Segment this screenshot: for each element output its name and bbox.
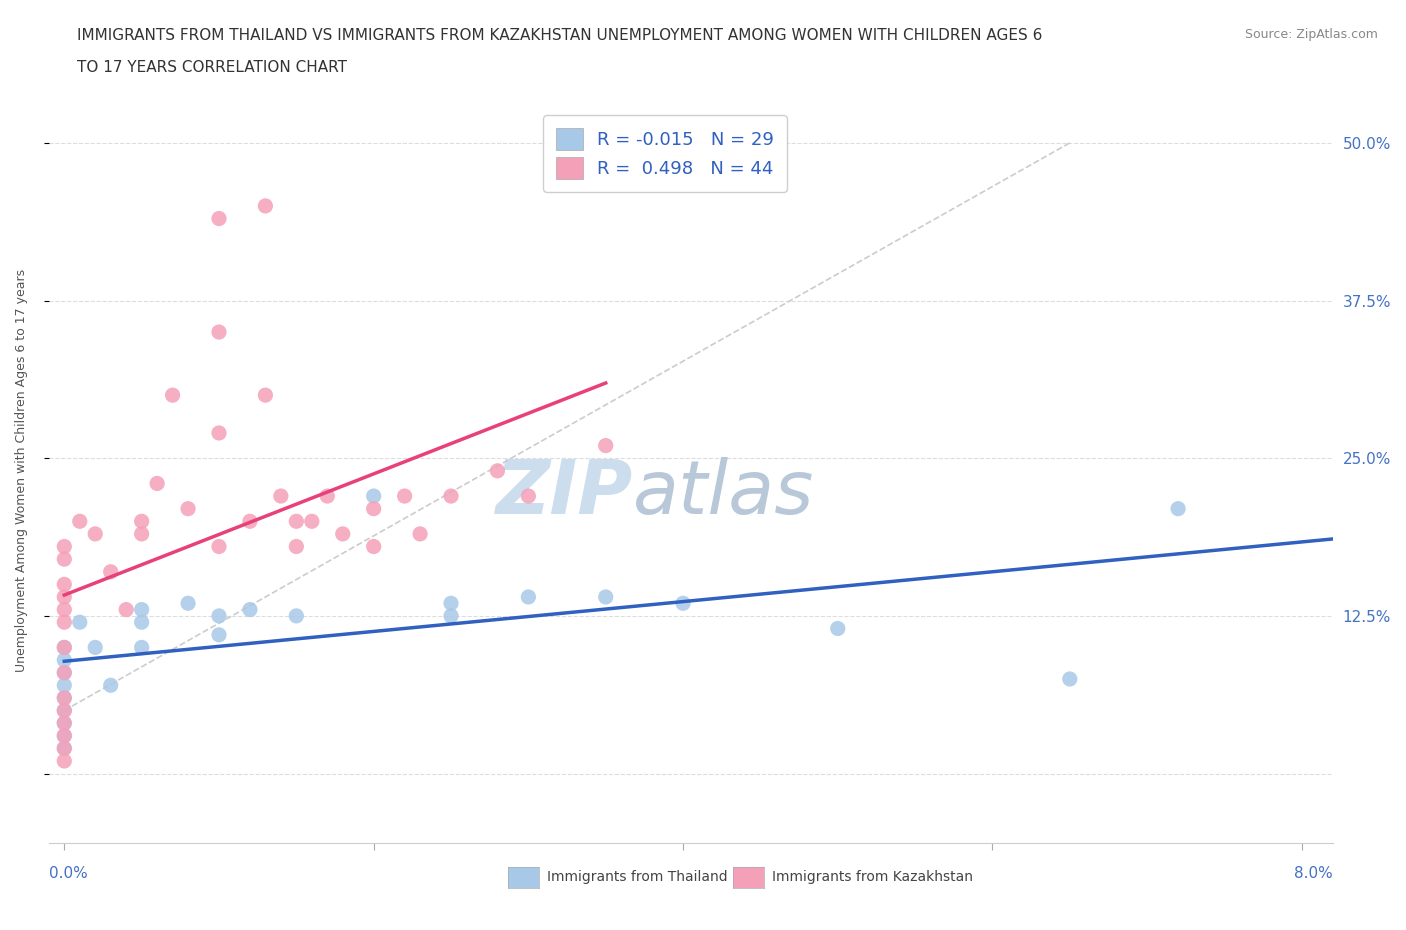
Point [440, 488, 463, 503]
Point [208, 608, 231, 623]
Point [332, 526, 354, 541]
Point [115, 602, 138, 617]
Point [131, 514, 153, 529]
Point [394, 488, 416, 503]
Point [316, 488, 339, 503]
Point [131, 526, 153, 541]
Point [53, 741, 76, 756]
Point [53, 539, 76, 554]
Point [100, 565, 122, 579]
Point [440, 608, 463, 623]
Point [84, 640, 107, 655]
Point [53, 590, 76, 604]
Text: IMMIGRANTS FROM THAILAND VS IMMIGRANTS FROM KAZAKHSTAN UNEMPLOYMENT AMONG WOMEN : IMMIGRANTS FROM THAILAND VS IMMIGRANTS F… [77, 28, 1043, 43]
Text: 8.0%: 8.0% [1294, 866, 1333, 882]
Point [131, 602, 153, 617]
Point [595, 438, 617, 453]
Point [285, 608, 308, 623]
Point [672, 596, 695, 611]
Point [53, 602, 76, 617]
Text: atlas: atlas [633, 458, 814, 529]
Point [53, 728, 76, 743]
Point [53, 615, 76, 630]
Point [53, 665, 76, 680]
Point [177, 501, 200, 516]
Point [162, 388, 184, 403]
Point [517, 590, 540, 604]
Point [131, 640, 153, 655]
Point [285, 539, 308, 554]
Y-axis label: Unemployment Among Women with Children Ages 6 to 17 years: Unemployment Among Women with Children A… [15, 270, 28, 672]
Point [53, 640, 76, 655]
Point [208, 539, 231, 554]
Point [53, 640, 76, 655]
Point [239, 514, 262, 529]
Point [53, 716, 76, 731]
Point [131, 615, 153, 630]
Text: Source: ZipAtlas.com: Source: ZipAtlas.com [1244, 28, 1378, 41]
Point [595, 590, 617, 604]
Legend: R = -0.015   N = 29, R =  0.498   N = 44: R = -0.015 N = 29, R = 0.498 N = 44 [543, 115, 787, 192]
Point [84, 526, 107, 541]
Point [53, 703, 76, 718]
Point [409, 526, 432, 541]
Text: 0.0%: 0.0% [49, 866, 87, 882]
Point [53, 753, 76, 768]
Point [363, 501, 385, 516]
Point [146, 476, 169, 491]
Point [363, 539, 385, 554]
Point [301, 514, 323, 529]
Point [1059, 671, 1081, 686]
Point [1167, 501, 1189, 516]
Text: Immigrants from Kazakhstan: Immigrants from Kazakhstan [772, 870, 973, 884]
Text: ZIP: ZIP [496, 457, 633, 530]
Point [208, 426, 231, 441]
Point [177, 596, 200, 611]
Point [53, 716, 76, 731]
Point [100, 678, 122, 693]
Point [53, 665, 76, 680]
Text: TO 17 YEARS CORRELATION CHART: TO 17 YEARS CORRELATION CHART [77, 60, 347, 75]
Point [53, 678, 76, 693]
Point [486, 463, 509, 478]
Point [53, 690, 76, 705]
Point [69, 615, 91, 630]
Point [239, 602, 262, 617]
Point [53, 690, 76, 705]
Point [285, 514, 308, 529]
Point [208, 211, 231, 226]
Text: Immigrants from Thailand: Immigrants from Thailand [547, 870, 728, 884]
Point [208, 628, 231, 643]
Point [53, 653, 76, 668]
Point [270, 488, 292, 503]
Point [53, 728, 76, 743]
Point [254, 198, 277, 213]
Point [363, 488, 385, 503]
Point [254, 388, 277, 403]
Point [827, 621, 849, 636]
Point [517, 488, 540, 503]
Point [53, 741, 76, 756]
Point [53, 551, 76, 566]
Point [53, 703, 76, 718]
Point [440, 596, 463, 611]
Point [69, 514, 91, 529]
Point [53, 577, 76, 591]
Point [208, 325, 231, 339]
